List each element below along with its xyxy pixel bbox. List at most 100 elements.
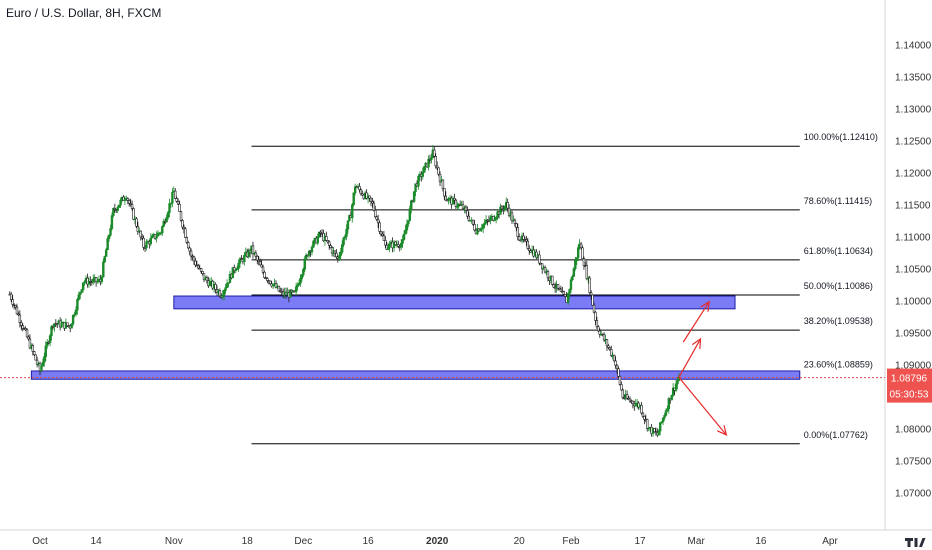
candle-body (330, 247, 334, 254)
candle-body (664, 410, 668, 416)
y-tick-label: 1.10000 (895, 297, 932, 308)
candle-body (113, 208, 117, 211)
candle-body (342, 237, 345, 245)
candle-body (641, 412, 645, 417)
candle-body (621, 389, 624, 398)
candle-body (277, 285, 281, 292)
candle-body (607, 345, 610, 348)
candle-body (194, 260, 197, 266)
candle-body (263, 271, 266, 278)
candle-body (618, 375, 622, 385)
candle-body (225, 283, 229, 288)
candle-body (302, 268, 305, 276)
candle-body (261, 266, 265, 273)
candle-body (251, 245, 255, 254)
y-tick-label: 1.14000 (895, 40, 932, 51)
candle-body (666, 408, 669, 412)
candle-body (228, 273, 232, 283)
candle-body (178, 203, 181, 212)
candle-body (471, 219, 475, 225)
candle-body (10, 293, 13, 300)
candle-body (441, 179, 445, 189)
x-tick-label: Mar (688, 536, 706, 547)
trend-arrow-head (717, 425, 728, 437)
candle-body (168, 203, 171, 213)
candle-body (329, 245, 332, 248)
candle-body (24, 328, 27, 331)
candle-body (473, 224, 476, 231)
x-tick-label: Feb (562, 536, 580, 547)
candle-body (145, 241, 148, 249)
candle-body (507, 207, 511, 216)
y-tick-label: 1.11500 (895, 200, 931, 211)
candle-body (402, 233, 406, 240)
candle-body (499, 206, 502, 215)
candle-body (80, 289, 83, 293)
candle-body (494, 217, 498, 220)
candle-body (434, 156, 437, 167)
candle-body (11, 299, 14, 305)
x-tick-label: 20 (514, 536, 526, 547)
candle-body (87, 281, 91, 285)
candle-body (543, 267, 547, 273)
candle-body (43, 356, 46, 363)
candle-body (18, 314, 22, 323)
candle-body (231, 267, 235, 279)
candle-body (430, 157, 433, 161)
candle-body (25, 329, 29, 338)
candle-body (522, 235, 525, 240)
candle-body (588, 277, 591, 293)
candle-body (571, 276, 574, 281)
candle-body (351, 204, 354, 219)
candle-body (135, 218, 138, 227)
candle-body (625, 394, 629, 399)
candle-body (585, 265, 589, 279)
candle-body (34, 354, 37, 361)
candle-body (551, 275, 554, 285)
candle-body (594, 311, 597, 321)
candle-body (192, 256, 196, 262)
candle-body (388, 243, 391, 248)
candle-body (568, 289, 571, 294)
candle-body (663, 415, 666, 419)
candle-body (161, 226, 164, 234)
y-tick-label: 1.07000 (895, 489, 932, 500)
candle-body (467, 215, 471, 221)
candle-body (132, 208, 135, 220)
candle-body (437, 167, 440, 175)
candle-body (189, 250, 193, 257)
candle-body (515, 223, 518, 228)
candle-body (234, 269, 237, 272)
candle-body (562, 291, 565, 295)
candle-body (165, 217, 168, 223)
candle-body (335, 252, 338, 258)
candle-body (257, 259, 260, 262)
candle-body (112, 208, 115, 216)
candle-body (598, 330, 601, 335)
candle-body (171, 191, 174, 204)
candle-body (574, 260, 577, 269)
candle-body (201, 271, 204, 274)
candle-body (484, 219, 488, 224)
candle-body (81, 282, 85, 290)
candle-body (20, 322, 23, 326)
candle-body (294, 286, 298, 293)
candle-body (166, 212, 170, 218)
candle-body (466, 210, 469, 217)
y-tick-label: 1.10500 (895, 265, 932, 276)
fib-level-label: 23.60%(1.08859) (804, 360, 873, 370)
candle-body (77, 294, 81, 300)
candle-body (130, 204, 134, 209)
candle-body (516, 227, 519, 237)
candle-body (266, 278, 269, 281)
candle-body (218, 290, 222, 297)
candle-body (500, 206, 504, 210)
candle-body (375, 216, 378, 220)
candle-body (454, 199, 458, 207)
candle-body (123, 199, 127, 201)
candle-body (66, 322, 69, 326)
candle-body (221, 294, 224, 298)
candle-body (96, 280, 99, 283)
candle-body (149, 237, 153, 245)
